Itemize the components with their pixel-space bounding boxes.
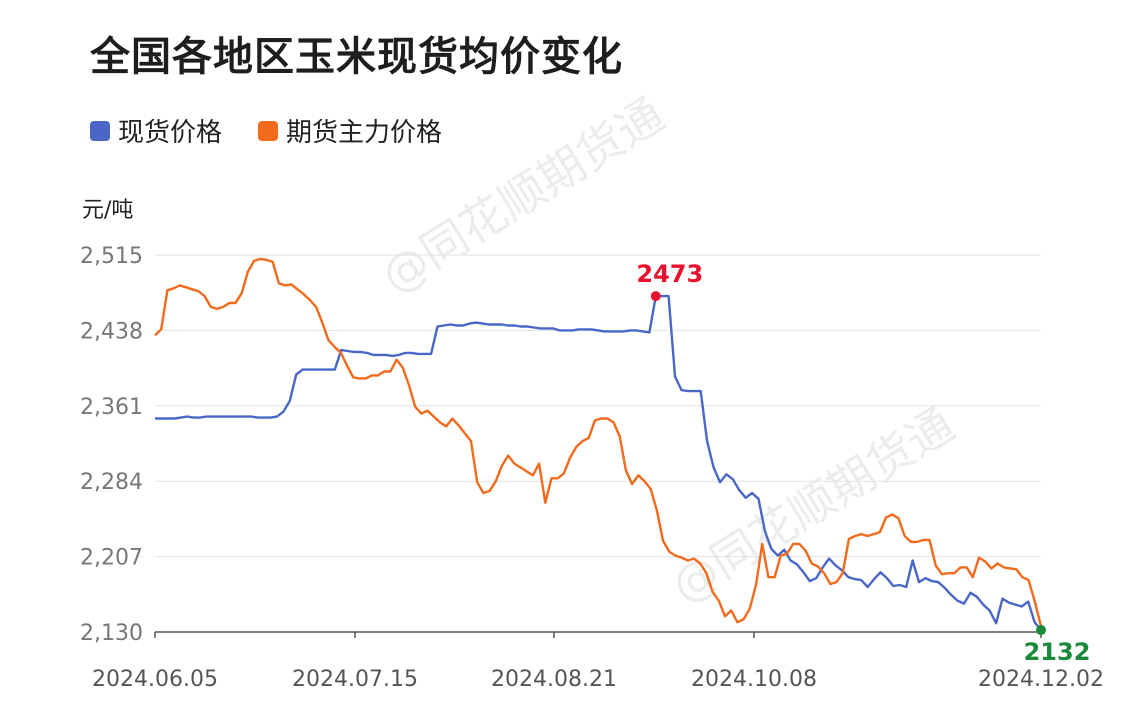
y-tick-label: 2,284 [80, 470, 143, 495]
legend-label-futures: 期货主力价格 [286, 118, 443, 148]
y-tick-label: 2,130 [80, 621, 143, 646]
legend: 现货价格 期货主力价格 [90, 112, 478, 149]
x-tick-label: 2024.07.15 [292, 667, 418, 692]
axes: 2,515 2,438 2,361 2,284 2,207 2,130 2024.06.05… [80, 244, 1104, 692]
y-tick-label: 2,438 [80, 319, 143, 344]
series-line-spot [155, 294, 1042, 631]
series [154, 257, 1043, 631]
grid [155, 254, 1041, 633]
y-tick-label: 2,361 [80, 395, 143, 420]
legend-item-spot[interactable]: 现货价格 [90, 112, 222, 149]
max-point-label: 2473 [636, 260, 703, 288]
x-tick-label: 2024.10.08 [691, 667, 817, 692]
x-tick-label: 2024.06.05 [92, 667, 218, 692]
chart-title: 全国各地区玉米现货均价变化 [90, 34, 623, 80]
markers: 2473 2132 [636, 260, 1090, 666]
x-tick-label: 2024.08.21 [491, 667, 617, 692]
legend-swatch-spot [90, 120, 110, 141]
y-axis-unit: 元/吨 [82, 198, 134, 223]
y-tick-label: 2,207 [80, 546, 143, 571]
legend-swatch-futures [258, 120, 279, 141]
series-line-futures [154, 257, 1043, 627]
x-tick-label: 2024.12.02 [978, 667, 1104, 692]
last-point-marker [1036, 625, 1046, 636]
legend-item-futures[interactable]: 期货主力价格 [258, 112, 442, 149]
y-tick-label: 2,515 [80, 244, 143, 269]
last-point-label: 2132 [1024, 638, 1091, 666]
legend-label-spot: 现货价格 [118, 118, 223, 148]
max-point-marker [650, 291, 661, 302]
